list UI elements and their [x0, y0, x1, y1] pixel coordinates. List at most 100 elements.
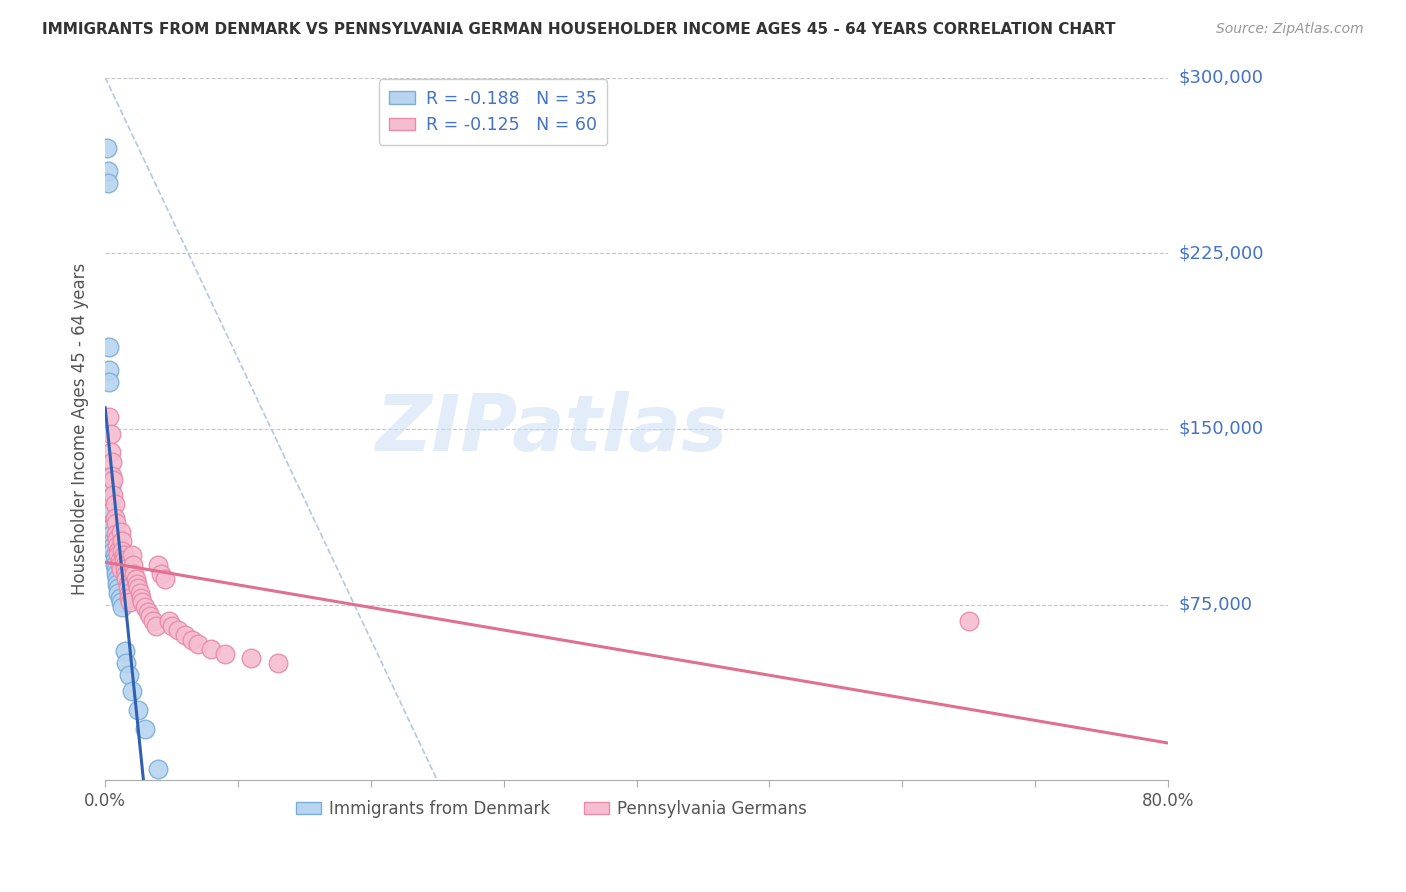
Point: [121, 684, 143, 698]
Point: [103, 553, 125, 567]
Point: [101, 455, 124, 469]
Point: [214, 647, 236, 661]
Point: [108, 558, 131, 572]
Point: [134, 722, 156, 736]
Point: [101, 520, 124, 534]
Point: [145, 618, 167, 632]
Point: [98, 410, 121, 425]
Point: [100, 445, 122, 459]
Point: [110, 595, 132, 609]
Y-axis label: Householder Income Ages 45 - 64 years: Householder Income Ages 45 - 64 years: [72, 263, 89, 595]
Text: IMMIGRANTS FROM DENMARK VS PENNSYLVANIA GERMAN HOUSEHOLDER INCOME AGES 45 - 64 Y: IMMIGRANTS FROM DENMARK VS PENNSYLVANIA …: [42, 22, 1116, 37]
Point: [240, 651, 263, 665]
Point: [105, 576, 128, 591]
Legend: Immigrants from Denmark, Pennsylvania Germans: Immigrants from Denmark, Pennsylvania Ge…: [290, 793, 814, 825]
Point: [134, 599, 156, 614]
Point: [103, 511, 125, 525]
Point: [100, 480, 122, 494]
Point: [118, 586, 141, 600]
Point: [111, 599, 134, 614]
Point: [160, 618, 183, 632]
Point: [115, 567, 138, 582]
Point: [121, 549, 143, 563]
Point: [107, 543, 129, 558]
Point: [105, 539, 128, 553]
Point: [127, 576, 149, 591]
Point: [150, 567, 173, 582]
Point: [101, 527, 124, 541]
Point: [111, 543, 134, 558]
Point: [98, 375, 121, 389]
Point: [110, 562, 132, 576]
Point: [136, 605, 159, 619]
Point: [101, 516, 124, 530]
Point: [174, 628, 197, 642]
Point: [115, 656, 138, 670]
Text: Source: ZipAtlas.com: Source: ZipAtlas.com: [1216, 22, 1364, 37]
Point: [101, 468, 124, 483]
Text: ZIPatlas: ZIPatlas: [375, 391, 728, 467]
Point: [100, 492, 122, 507]
Point: [100, 468, 122, 483]
Point: [108, 591, 131, 605]
Point: [104, 567, 127, 582]
Point: [97, 164, 120, 178]
Point: [105, 572, 128, 586]
Point: [139, 609, 162, 624]
Point: [157, 614, 180, 628]
Point: [101, 487, 124, 501]
Point: [148, 558, 170, 572]
Point: [104, 527, 127, 541]
Point: [127, 581, 149, 595]
Point: [104, 516, 127, 530]
Point: [101, 539, 124, 553]
Point: [118, 668, 141, 682]
Point: [103, 497, 125, 511]
Point: [128, 586, 150, 600]
Text: $75,000: $75,000: [1180, 596, 1253, 614]
Point: [114, 562, 136, 576]
Point: [111, 534, 134, 549]
Point: [117, 581, 139, 595]
Point: [112, 553, 135, 567]
Point: [957, 614, 980, 628]
Point: [117, 576, 139, 591]
Point: [180, 632, 202, 647]
Point: [101, 543, 124, 558]
Text: $225,000: $225,000: [1180, 244, 1264, 262]
Point: [103, 549, 125, 563]
Point: [129, 591, 152, 605]
Point: [104, 562, 127, 576]
Point: [127, 703, 149, 717]
Point: [107, 581, 129, 595]
Point: [103, 558, 125, 572]
Point: [101, 504, 124, 518]
Point: [115, 572, 138, 586]
Point: [187, 637, 209, 651]
Point: [124, 567, 146, 582]
Point: [114, 644, 136, 658]
Text: $150,000: $150,000: [1180, 420, 1264, 438]
Point: [125, 572, 148, 586]
Point: [267, 656, 290, 670]
Point: [105, 532, 128, 546]
Point: [131, 595, 153, 609]
Point: [98, 363, 121, 377]
Point: [120, 595, 142, 609]
Point: [100, 426, 122, 441]
Point: [97, 176, 120, 190]
Point: [148, 762, 170, 776]
Point: [118, 591, 141, 605]
Point: [200, 642, 222, 657]
Point: [98, 340, 121, 354]
Point: [107, 549, 129, 563]
Point: [107, 586, 129, 600]
Text: $300,000: $300,000: [1180, 69, 1264, 87]
Point: [112, 549, 135, 563]
Point: [108, 553, 131, 567]
Point: [153, 572, 176, 586]
Point: [142, 614, 165, 628]
Point: [114, 558, 136, 572]
Point: [122, 558, 145, 572]
Point: [101, 534, 124, 549]
